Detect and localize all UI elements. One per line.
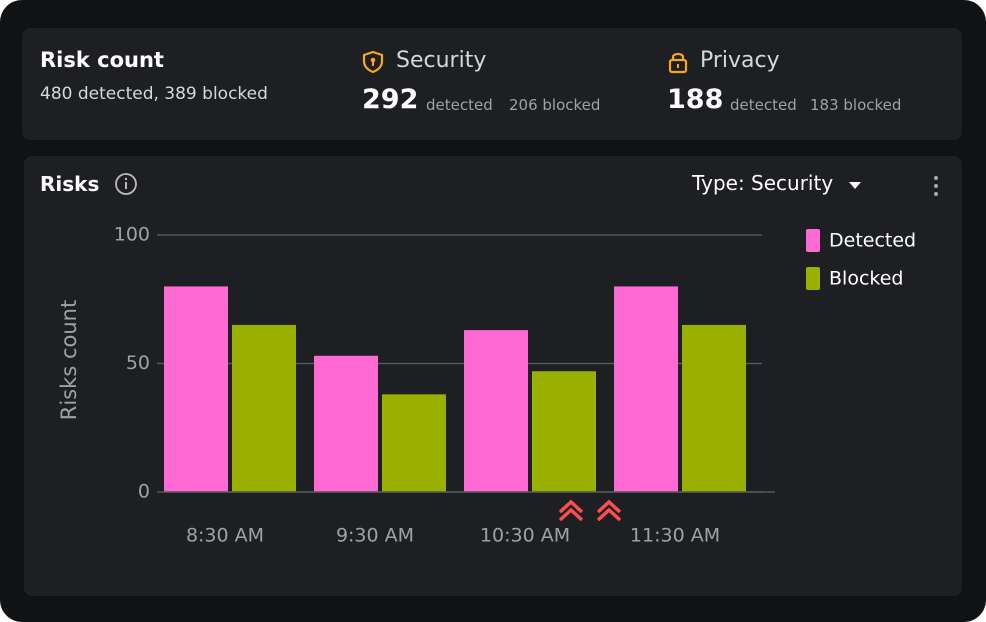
- legend-swatch: [806, 267, 820, 290]
- lock-icon: [668, 52, 688, 74]
- bar: [464, 330, 528, 492]
- privacy-title: Privacy: [700, 48, 780, 73]
- privacy-count: 188: [667, 84, 724, 115]
- summary-card: Risk count 480 detected, 389 blocked Sec…: [22, 28, 962, 140]
- info-icon[interactable]: [114, 172, 138, 196]
- x-tick-label: 11:30 AM: [630, 525, 720, 547]
- bar: [382, 394, 446, 492]
- security-blocked: 206 blocked: [509, 96, 601, 114]
- x-tick-label: 9:30 AM: [336, 525, 414, 547]
- privacy-detected-label: detected: [730, 96, 797, 114]
- y-tick-label: 100: [114, 224, 150, 246]
- more-menu[interactable]: [930, 174, 942, 200]
- legend-swatch: [806, 229, 820, 252]
- legend-label: Blocked: [829, 268, 903, 290]
- privacy-blocked: 183 blocked: [810, 96, 902, 114]
- y-axis-label: Risks count: [57, 300, 81, 420]
- x-tick-label: 10:30 AM: [480, 525, 570, 547]
- shield-icon: [362, 50, 384, 74]
- bar: [314, 355, 378, 492]
- bar: [532, 371, 596, 492]
- type-filter-label: Type: Security: [692, 171, 834, 195]
- bar: [232, 324, 296, 492]
- bar: [682, 324, 746, 492]
- panel-title: Risks: [40, 172, 100, 196]
- risk-count-title: Risk count: [40, 48, 164, 72]
- security-count: 292: [362, 84, 419, 115]
- y-tick-label: 0: [138, 481, 150, 503]
- security-title: Security: [396, 48, 487, 73]
- alert-markers: [558, 499, 622, 522]
- type-filter[interactable]: Type: Security: [692, 171, 862, 195]
- y-tick-label: 50: [126, 352, 150, 374]
- chart: Risks count 0 50 100 8:30 AM 9:30 AM 10:30 AM…: [57, 224, 916, 547]
- legend-label: Detected: [829, 230, 916, 252]
- risk-count-summary: 480 detected, 389 blocked: [40, 84, 268, 104]
- dropdown-caret: [848, 182, 861, 189]
- bar: [614, 286, 678, 492]
- security-detected-label: detected: [426, 96, 493, 114]
- x-tick-label: 8:30 AM: [186, 525, 264, 547]
- bar: [164, 286, 228, 492]
- chart-card: Risks Type: Security Risks count 0 50 100 8…: [24, 156, 962, 596]
